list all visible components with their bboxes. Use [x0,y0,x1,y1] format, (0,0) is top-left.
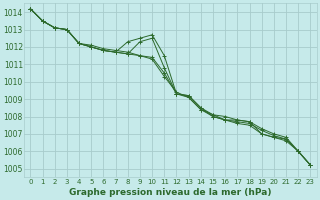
X-axis label: Graphe pression niveau de la mer (hPa): Graphe pression niveau de la mer (hPa) [69,188,272,197]
